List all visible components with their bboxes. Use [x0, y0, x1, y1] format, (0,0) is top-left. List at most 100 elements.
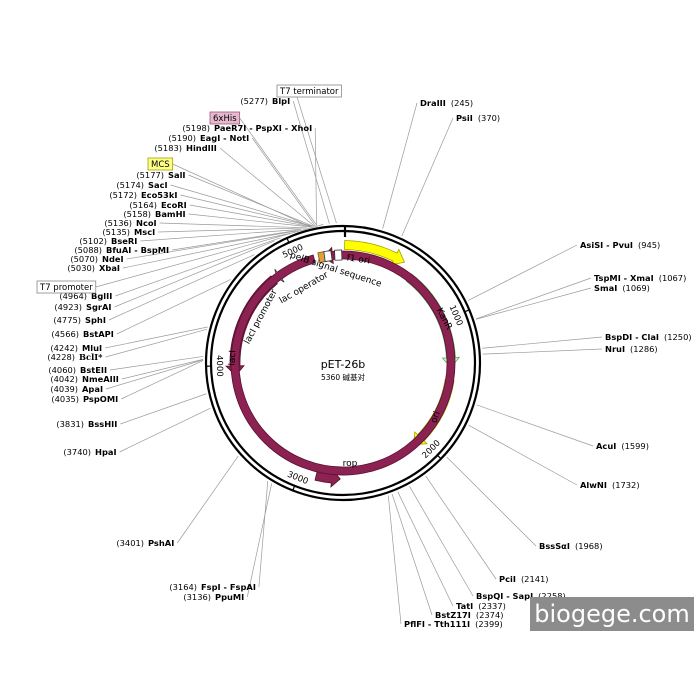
site-name: SgrAI: [86, 302, 112, 312]
site-name: BamHI: [155, 209, 186, 219]
site-name: Eco53kI: [141, 190, 177, 200]
site-position: (2374): [476, 610, 504, 620]
plasmid-name: pET-26b: [321, 358, 366, 371]
site-mlui[interactable]: (4242) MluI: [50, 343, 102, 353]
site-sali[interactable]: (5177) SalI: [136, 170, 185, 180]
site-eagi-noti[interactable]: (5190) EagI - NotI: [168, 133, 249, 143]
site-leader-line: [482, 336, 603, 349]
site-name: PaeR7I - PspXI - XhoI: [214, 123, 312, 133]
feature-f1-ori[interactable]: [344, 240, 405, 266]
site-bsshii[interactable]: (3831) BssHII: [56, 419, 117, 429]
ruler-tick-label: 4000: [214, 355, 225, 377]
site-bseri[interactable]: (5102) BseRI: [79, 236, 137, 246]
site-leader-line: [121, 359, 204, 380]
tag-t7-promoter[interactable]: T7 promoter: [36, 280, 97, 294]
site-ncoi[interactable]: (5136) NcoI: [104, 218, 156, 228]
site-leader-line: [105, 326, 208, 349]
site-leader-line: [110, 356, 204, 371]
site-leader-line: [382, 102, 418, 229]
site-name: BssHII: [88, 419, 117, 429]
site-name: SmaI: [594, 283, 617, 293]
site-position: (5172): [109, 190, 137, 200]
site-position: (4039): [50, 384, 78, 394]
site-xbai[interactable]: (5030) XbaI: [67, 263, 120, 273]
site-name: BstZ17I: [435, 610, 471, 620]
site-alwni[interactable]: AlwNI (1732): [580, 480, 640, 490]
site-name: FspI - FspAI: [201, 582, 256, 592]
site-name: TspMI - XmaI: [594, 273, 654, 283]
site-name: AlwNI: [580, 480, 607, 490]
site-position: (2258): [538, 591, 566, 601]
site-bfuai-bspmi[interactable]: (5088) BfuAI - BspMI: [74, 245, 169, 255]
site-pshai[interactable]: (3401) PshAI: [116, 538, 174, 548]
site-bstapi[interactable]: (4566) BstAPI: [51, 329, 113, 339]
site-position: (2399): [475, 619, 503, 629]
site-asisi-pvui[interactable]: AsiSI - PvuI (945): [580, 240, 660, 250]
site-leader-line: [189, 204, 312, 228]
site-sphi[interactable]: (4775) SphI: [53, 315, 106, 325]
site-ndei[interactable]: (5070) NdeI: [70, 254, 123, 264]
feature-pelb[interactable]: [230, 246, 456, 476]
site-saci[interactable]: (5174) SacI: [116, 180, 167, 190]
site-tspmi-xmai[interactable]: TspMI - XmaI (1067): [594, 273, 686, 283]
tag-mcs[interactable]: MCS: [147, 157, 174, 171]
tag-box: [36, 280, 97, 294]
site-position: (3740): [63, 447, 91, 457]
site-position: (4035): [51, 394, 79, 404]
site-leader-line: [468, 244, 578, 301]
site-position: (4566): [51, 329, 79, 339]
site-pspomi[interactable]: (4035) PspOMI: [51, 394, 118, 404]
site-bspdi-clai[interactable]: BspDI - ClaI (1250): [605, 332, 692, 342]
site-bglii[interactable]: (4964) BglII: [59, 291, 112, 301]
site-pcii[interactable]: PciI (2141): [499, 574, 549, 584]
site-leader-line: [170, 184, 313, 227]
site-hpai[interactable]: (3740) HpaI: [63, 447, 116, 457]
site-msci[interactable]: (5135) MscI: [102, 227, 155, 237]
site-bcli-[interactable]: (4228) BclI*: [47, 352, 103, 362]
site-smai[interactable]: SmaI (1069): [594, 283, 650, 293]
site-leader-line: [425, 475, 497, 580]
site-bsss-i[interactable]: BssSαI (1968): [539, 541, 603, 551]
site-leader-line: [391, 493, 433, 616]
site-psii[interactable]: PsiI (370): [456, 113, 500, 123]
site-leader-line: [475, 287, 592, 320]
feature-label-ori: ori: [429, 410, 442, 424]
site-name: PciI: [499, 574, 516, 584]
site-bstz17i[interactable]: BstZ17I (2374): [435, 610, 503, 620]
site-bsteii[interactable]: (4060) BstEII: [48, 365, 107, 375]
site-sgrai[interactable]: (4923) SgrAI: [54, 302, 111, 312]
site-name: PsiI: [456, 113, 473, 123]
site-tati[interactable]: TatI (2337): [456, 601, 506, 611]
tag-t7-terminator[interactable]: T7 terminator: [276, 84, 342, 98]
site-apai[interactable]: (4039) ApaI: [50, 384, 103, 394]
ruler-tick: [291, 484, 296, 492]
feature-tags: T7 terminator 6xHis MCS T7 promoter: [36, 84, 342, 294]
site-name: XbaI: [99, 263, 120, 273]
site-acui[interactable]: AcuI (1599): [596, 441, 649, 451]
site-bamhi[interactable]: (5158) BamHI: [123, 209, 185, 219]
site-leader-line: [108, 254, 255, 321]
site-name: MluI: [82, 343, 102, 353]
site-leader-line: [120, 393, 207, 425]
tag-6xhis[interactable]: 6xHis: [209, 111, 241, 125]
site-position: (5070): [70, 254, 98, 264]
site-name: PspOMI: [83, 394, 118, 404]
site-blpi[interactable]: (5277) BlpI: [240, 96, 290, 106]
site-hindiii[interactable]: (5183) HindIII: [154, 143, 217, 153]
site-pflfi-tth111i[interactable]: PflFI - Tth111I (2399): [404, 619, 503, 629]
site-leader-line: [475, 277, 592, 320]
site-eco53ki[interactable]: (5172) Eco53kI: [109, 190, 177, 200]
site-paer7i-pspxi-xhoi[interactable]: (5198) PaeR7I - PspXI - XhoI: [182, 123, 312, 133]
site-nmeaiii[interactable]: (4042) NmeAIII: [50, 374, 119, 384]
ruler-tick: [436, 454, 443, 460]
site-bspqi-sapi[interactable]: BspQI - SapI (2258): [476, 591, 566, 601]
site-draiii[interactable]: DraIII (245): [420, 98, 473, 108]
feature-glyph-t7-term-box: [334, 249, 343, 261]
site-ecori[interactable]: (5164) EcoRI: [129, 200, 186, 210]
site-fspi-fspai[interactable]: (3164) FspI - FspAI: [169, 582, 256, 592]
site-nrui[interactable]: NruI (1286): [605, 344, 658, 354]
site-leader-line: [397, 491, 454, 607]
site-ppumi[interactable]: (3136) PpuMI: [183, 592, 244, 602]
